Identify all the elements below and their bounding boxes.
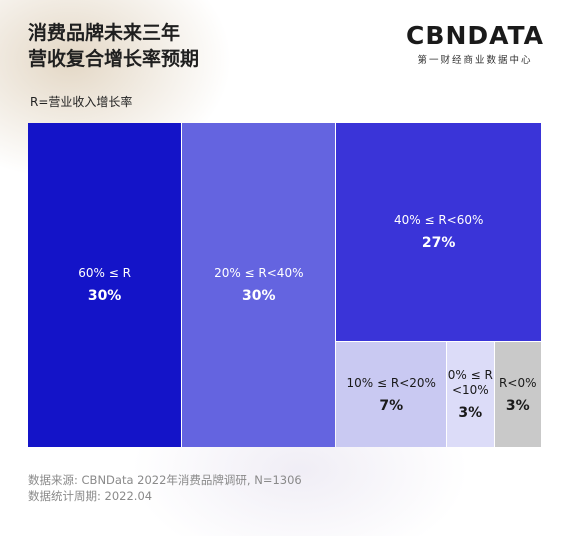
chart-title-line-2: 营收复合增长率预期 xyxy=(28,48,200,70)
chart-title-line-1: 消费品牌未来三年 xyxy=(28,22,181,44)
footer-notes: 数据来源: CBNData 2022年消费品牌调研, N=1306 数据统计周期… xyxy=(28,472,302,504)
tile-value: 27% xyxy=(421,235,456,252)
logo-wordmark: CBNDATA xyxy=(406,21,544,50)
treemap-chart: 60% ≤ R 30% 20% ≤ R<40% 30% 40% ≤ R<60% … xyxy=(28,123,542,448)
tile-label: 20% ≤ R<40% xyxy=(214,266,304,280)
tile-label: 10% ≤ R<20% xyxy=(346,375,436,390)
tile-value: 3% xyxy=(458,405,483,422)
legend-note: R=营业收入增长率 xyxy=(30,95,133,109)
data-period-note: 数据统计周期: 2022.04 xyxy=(28,489,153,503)
tile-label: 40% ≤ R<60% xyxy=(393,213,484,228)
treemap-tile-r-negative: R<0% 3% xyxy=(494,342,541,447)
tile-value: 7% xyxy=(379,397,404,414)
treemap-tile-r20-40: 20% ≤ R<40% 30% xyxy=(182,123,336,447)
cbndata-logo: CBNDATA 第一财经商业数据中心 xyxy=(406,21,544,67)
tile-label: R<0% xyxy=(499,375,537,390)
tile-value: 30% xyxy=(87,288,122,304)
tile-label: 60% ≤ R xyxy=(78,266,131,280)
tile-value: 3% xyxy=(505,397,530,414)
tile-label: 0% ≤ R <10% xyxy=(447,368,493,398)
chart-title: 消费品牌未来三年 营收复合增长率预期 xyxy=(28,20,199,72)
treemap-tile-r0-10: 0% ≤ R <10% 3% xyxy=(447,342,494,447)
treemap-tile-r40-60: 40% ≤ R<60% 27% xyxy=(336,123,541,342)
logo-subtitle: 第一财经商业数据中心 xyxy=(417,55,533,66)
data-source-note: 数据来源: CBNData 2022年消费品牌调研, N=1306 xyxy=(28,473,302,487)
tile-value: 30% xyxy=(242,288,276,304)
treemap-tile-r10-20: 10% ≤ R<20% 7% xyxy=(336,342,447,447)
treemap-tile-r60-plus: 60% ≤ R 30% xyxy=(28,123,182,447)
